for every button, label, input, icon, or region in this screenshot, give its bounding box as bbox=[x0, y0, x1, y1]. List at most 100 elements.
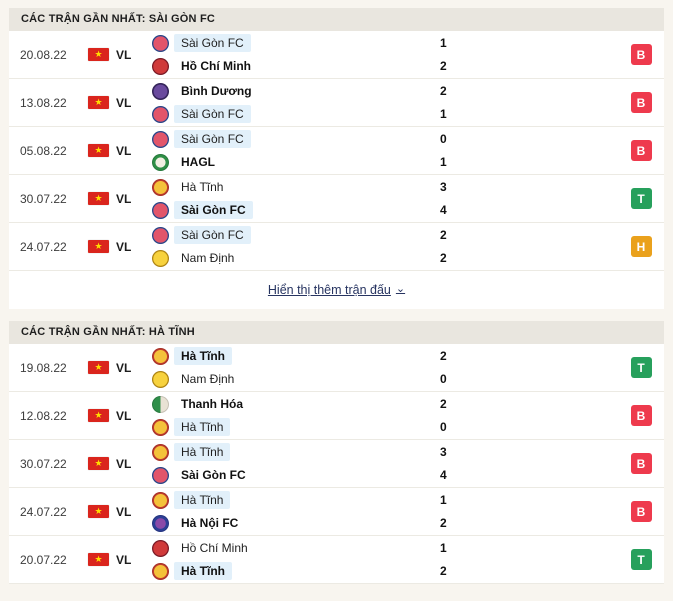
league-label: VL bbox=[116, 360, 132, 375]
match-row[interactable]: 20.08.22 ★ VL Sài Gòn FC 1 Hồ Chí Minh 2… bbox=[9, 31, 664, 79]
away-team-line: Hà Tĩnh 0 bbox=[152, 417, 618, 438]
ha-noi-fc-crest-icon bbox=[152, 514, 169, 532]
home-team-name: Hà Tĩnh bbox=[181, 180, 224, 194]
match-row[interactable]: 13.08.22 ★ VL Bình Dương 2 Sài Gòn FC 1 … bbox=[9, 79, 664, 127]
home-team-line: Hà Tĩnh 1 bbox=[152, 490, 618, 511]
away-score: 1 bbox=[440, 155, 447, 169]
away-team-line: Hà Nội FC 2 bbox=[152, 513, 618, 534]
away-score: 2 bbox=[440, 516, 447, 530]
show-more-label: Hiển thị thêm trận đấu bbox=[267, 283, 391, 297]
saigon-fc-crest-icon bbox=[152, 34, 169, 52]
result-cell: B bbox=[618, 140, 664, 161]
saigon-fc-crest-icon bbox=[152, 130, 169, 148]
away-team-name: Nam Định bbox=[181, 251, 235, 265]
show-more-link[interactable]: Hiển thị thêm trận đấu ⌄ bbox=[267, 283, 405, 298]
league-label: VL bbox=[116, 408, 132, 423]
home-score: 1 bbox=[440, 36, 447, 50]
match-row[interactable]: 24.07.22 ★ VL Sài Gòn FC 2 Nam Định 2 H bbox=[9, 223, 664, 271]
star-icon: ★ bbox=[94, 362, 103, 372]
away-score: 1 bbox=[440, 107, 447, 121]
result-badge: B bbox=[630, 92, 652, 113]
league-cell: ★ VL bbox=[88, 144, 152, 158]
teams-cell: Hà Tĩnh 2 Nam Định 0 bbox=[152, 346, 618, 390]
home-score: 3 bbox=[440, 180, 447, 194]
home-team-name: Sài Gòn FC bbox=[174, 130, 251, 148]
home-team-name: Bình Dương bbox=[181, 84, 252, 98]
match-date: 24.07.22 bbox=[20, 504, 67, 519]
match-date: 30.07.22 bbox=[20, 456, 67, 471]
match-date: 24.07.22 bbox=[20, 239, 67, 254]
thanh-hoa-crest-icon bbox=[152, 395, 169, 413]
away-team-name: Hà Tĩnh bbox=[174, 562, 232, 580]
vietnam-flag-icon: ★ bbox=[88, 48, 109, 61]
star-icon: ★ bbox=[94, 506, 103, 516]
home-score: 2 bbox=[440, 349, 447, 363]
section-title: CÁC TRẬN GẦN NHẤT: HÀ TĨNH bbox=[9, 321, 664, 344]
home-team-line: Sài Gòn FC 0 bbox=[152, 129, 618, 150]
match-row[interactable]: 30.07.22 ★ VL Hà Tĩnh 3 Sài Gòn FC 4 B bbox=[9, 440, 664, 488]
teams-cell: Hà Tĩnh 3 Sài Gòn FC 4 bbox=[152, 442, 618, 486]
vietnam-flag-icon: ★ bbox=[88, 553, 109, 566]
star-icon: ★ bbox=[94, 554, 103, 564]
league-label: VL bbox=[116, 95, 132, 110]
home-team-name: Hà Tĩnh bbox=[174, 347, 232, 365]
result-badge: B bbox=[630, 140, 652, 161]
home-team-line: Hồ Chí Minh 1 bbox=[152, 538, 618, 559]
home-score: 1 bbox=[440, 493, 447, 507]
result-cell: T bbox=[618, 549, 664, 570]
league-label: VL bbox=[116, 47, 132, 62]
vietnam-flag-icon: ★ bbox=[88, 361, 109, 374]
away-team-name: Sài Gòn FC bbox=[174, 201, 253, 219]
match-date: 20.08.22 bbox=[20, 47, 67, 62]
league-label: VL bbox=[116, 456, 132, 471]
result-cell: T bbox=[618, 188, 664, 209]
away-score: 2 bbox=[440, 251, 447, 265]
home-team-name: Sài Gòn FC bbox=[174, 34, 251, 52]
away-team-line: Sài Gòn FC 4 bbox=[152, 200, 618, 221]
vietnam-flag-icon: ★ bbox=[88, 505, 109, 518]
league-cell: ★ VL bbox=[88, 240, 152, 254]
home-score: 2 bbox=[440, 84, 447, 98]
home-score: 2 bbox=[440, 397, 447, 411]
result-cell: B bbox=[618, 92, 664, 113]
star-icon: ★ bbox=[94, 410, 103, 420]
league-cell: ★ VL bbox=[88, 505, 152, 519]
ha-tinh-crest-icon bbox=[152, 491, 169, 509]
league-cell: ★ VL bbox=[88, 409, 152, 423]
match-row[interactable]: 12.08.22 ★ VL Thanh Hóa 2 Hà Tĩnh 0 B bbox=[9, 392, 664, 440]
ha-tinh-crest-icon bbox=[152, 562, 169, 580]
match-date: 05.08.22 bbox=[20, 143, 67, 158]
away-score: 0 bbox=[440, 420, 447, 434]
league-label: VL bbox=[116, 504, 132, 519]
home-score: 1 bbox=[440, 541, 447, 555]
result-badge: T bbox=[630, 549, 652, 570]
vietnam-flag-icon: ★ bbox=[88, 144, 109, 157]
result-cell: B bbox=[618, 501, 664, 522]
teams-cell: Sài Gòn FC 2 Nam Định 2 bbox=[152, 225, 618, 269]
away-team-line: Nam Định 0 bbox=[152, 369, 618, 390]
star-icon: ★ bbox=[94, 49, 103, 59]
result-badge: T bbox=[630, 188, 652, 209]
result-badge: B bbox=[630, 405, 652, 426]
league-cell: ★ VL bbox=[88, 457, 152, 471]
match-row[interactable]: 05.08.22 ★ VL Sài Gòn FC 0 HAGL 1 B bbox=[9, 127, 664, 175]
match-date: 12.08.22 bbox=[20, 408, 67, 423]
home-score: 3 bbox=[440, 445, 447, 459]
page: CÁC TRẬN GẦN NHẤT: SÀI GÒN FC 20.08.22 ★… bbox=[9, 8, 664, 584]
league-cell: ★ VL bbox=[88, 553, 152, 567]
section-saigon-fc: CÁC TRẬN GẦN NHẤT: SÀI GÒN FC 20.08.22 ★… bbox=[9, 8, 664, 309]
ho-chi-minh-crest-icon bbox=[152, 539, 169, 557]
match-row[interactable]: 24.07.22 ★ VL Hà Tĩnh 1 Hà Nội FC 2 B bbox=[9, 488, 664, 536]
match-date: 13.08.22 bbox=[20, 95, 67, 110]
home-team-line: Sài Gòn FC 2 bbox=[152, 225, 618, 246]
match-row[interactable]: 19.08.22 ★ VL Hà Tĩnh 2 Nam Định 0 T bbox=[9, 344, 664, 392]
away-team-line: Nam Định 2 bbox=[152, 248, 618, 269]
away-team-name: HAGL bbox=[181, 155, 215, 169]
nam-dinh-crest-icon bbox=[152, 370, 169, 388]
match-row[interactable]: 20.07.22 ★ VL Hồ Chí Minh 1 Hà Tĩnh 2 T bbox=[9, 536, 664, 584]
match-row[interactable]: 30.07.22 ★ VL Hà Tĩnh 3 Sài Gòn FC 4 T bbox=[9, 175, 664, 223]
teams-cell: Hà Tĩnh 3 Sài Gòn FC 4 bbox=[152, 177, 618, 221]
home-team-name: Hà Tĩnh bbox=[174, 443, 231, 461]
teams-cell: Sài Gòn FC 1 Hồ Chí Minh 2 bbox=[152, 33, 618, 77]
home-team-name: Hồ Chí Minh bbox=[181, 541, 248, 555]
